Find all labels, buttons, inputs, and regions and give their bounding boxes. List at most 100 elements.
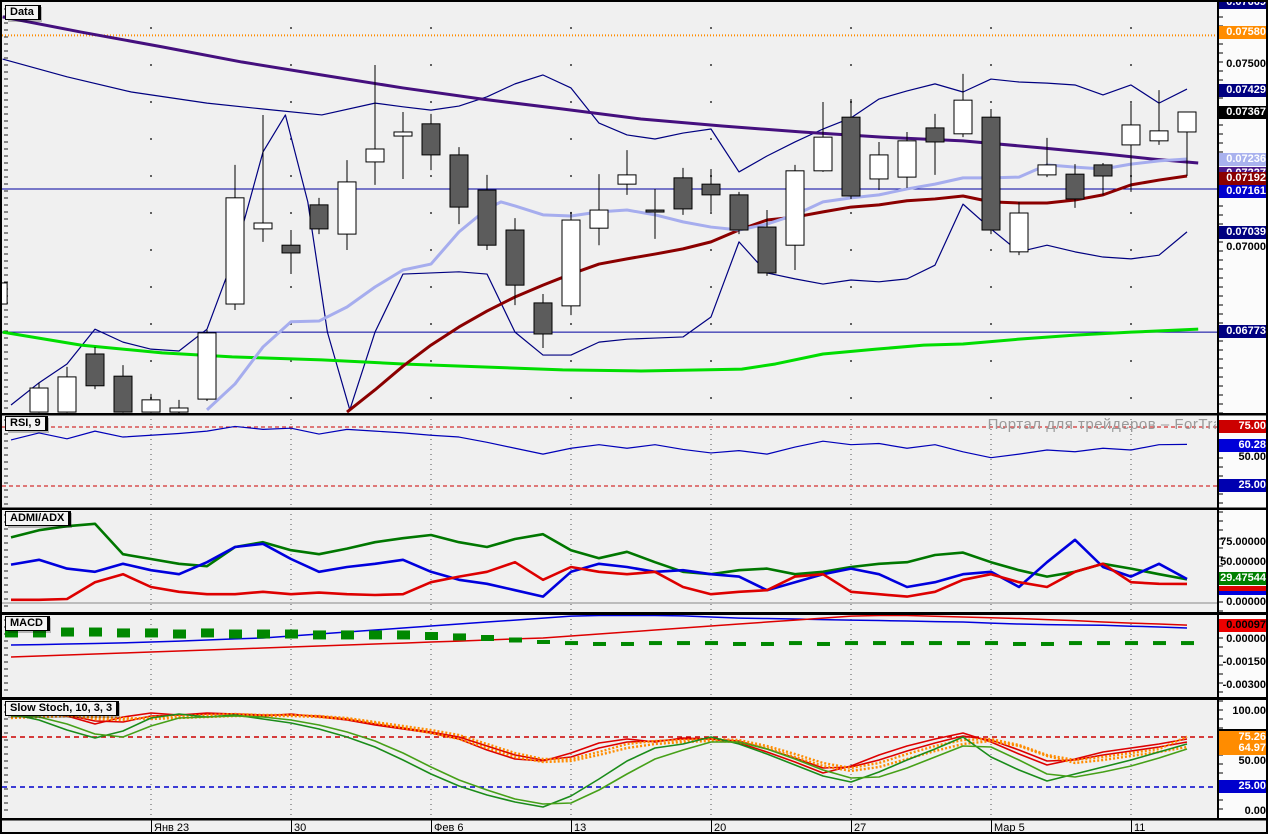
candle xyxy=(169,399,189,413)
panel-title-rsi[interactable]: RSI, 9 xyxy=(5,416,46,431)
axis-label: 100.00 xyxy=(1232,705,1266,717)
panel-title-adx[interactable]: ADMI/ADX xyxy=(5,511,70,526)
axis-label: 0.07500 xyxy=(1226,58,1266,70)
axis-label: 0.00000 xyxy=(1226,633,1266,645)
axis-label: 0.06773 xyxy=(1219,325,1266,338)
candle xyxy=(1149,90,1169,145)
panel-title-stoch[interactable]: Slow Stoch, 10, 3, 3 xyxy=(5,701,118,716)
candle xyxy=(841,99,861,199)
candle xyxy=(1037,137,1057,178)
axis-label: 0.07161 xyxy=(1219,185,1266,198)
macd-panel xyxy=(4,615,1194,695)
time-label: Мар 5 xyxy=(994,822,1025,834)
candle xyxy=(505,218,525,306)
time-tick xyxy=(1131,820,1132,832)
candle xyxy=(1093,163,1113,195)
axis-label: 0.07580 xyxy=(1219,26,1266,39)
time-tick xyxy=(711,820,712,832)
candle xyxy=(57,366,77,413)
stoch-panel xyxy=(2,704,1217,816)
candle xyxy=(421,113,441,171)
candle xyxy=(813,102,833,172)
axis-label: 0.07227 xyxy=(1219,167,1266,173)
candle xyxy=(337,160,357,250)
candle xyxy=(365,65,385,185)
axis-label: 0.00000 xyxy=(1226,596,1266,608)
axis-label: -0.00150 xyxy=(1222,656,1266,668)
panel-title-macd[interactable]: MACD xyxy=(5,616,48,631)
axis-label: 0.07367 xyxy=(1219,106,1266,119)
axis-label xyxy=(1219,586,1266,591)
candle xyxy=(925,113,945,175)
candle xyxy=(2,282,8,305)
candle xyxy=(281,230,301,275)
candle xyxy=(393,111,413,179)
candle xyxy=(729,191,749,235)
candle xyxy=(1009,201,1029,256)
axis-label: 0.07192 xyxy=(1219,172,1266,185)
time-tick xyxy=(151,820,152,832)
axis-label: 29.47544 xyxy=(1219,572,1266,585)
candle xyxy=(533,294,553,349)
time-tick xyxy=(431,820,432,832)
axis-label: 75.00 xyxy=(1219,420,1266,433)
axis-label xyxy=(1219,729,1266,732)
axis-label: 60.28 xyxy=(1219,439,1266,452)
axis-label: -0.00300 xyxy=(1222,679,1266,691)
candle xyxy=(981,109,1001,235)
candle xyxy=(477,174,497,250)
time-label: 13 xyxy=(574,822,587,834)
time-label: 30 xyxy=(294,822,307,834)
time-label: 20 xyxy=(714,822,727,834)
time-tick xyxy=(991,820,992,832)
main-panel xyxy=(2,8,1217,413)
candle xyxy=(757,210,777,276)
panel-title-data[interactable]: Data xyxy=(5,5,39,20)
axis-label: 0.07039 xyxy=(1219,226,1266,239)
axis-label: 25.00 xyxy=(1219,479,1266,492)
candle xyxy=(449,147,469,225)
candle xyxy=(897,131,917,188)
axis-label xyxy=(1219,591,1266,595)
candle xyxy=(645,188,665,239)
candle xyxy=(309,197,329,235)
candle xyxy=(113,365,133,413)
axis-label: 0.07236 xyxy=(1219,153,1266,166)
time-label: 11 xyxy=(1134,822,1146,834)
axis-label: 75.26 xyxy=(1219,731,1266,744)
candle xyxy=(869,141,889,191)
time-tick xyxy=(571,820,572,832)
candle xyxy=(29,382,49,413)
axis-label: 0.00 xyxy=(1244,805,1266,817)
axis-label: 75.00000 xyxy=(1220,536,1266,548)
candle xyxy=(617,150,637,195)
time-label: Фев 6 xyxy=(434,822,464,834)
candle xyxy=(85,346,105,390)
candle xyxy=(197,329,217,401)
time-label: 27 xyxy=(854,822,867,834)
candle xyxy=(225,164,245,310)
candle xyxy=(1177,111,1197,176)
adx-panel xyxy=(2,514,1217,610)
candle xyxy=(141,393,161,413)
candle xyxy=(1065,164,1085,208)
axis-label: 50.00 xyxy=(1238,755,1266,767)
candle xyxy=(561,211,581,316)
candle xyxy=(589,174,609,246)
candle xyxy=(253,114,273,242)
axis-label: 0.00097 xyxy=(1219,619,1266,632)
candle xyxy=(701,168,721,212)
candle xyxy=(673,167,693,215)
axis-label: 0.07000 xyxy=(1226,241,1266,253)
candle xyxy=(953,73,973,138)
time-tick xyxy=(291,820,292,832)
axis-label: 50.00000 xyxy=(1220,556,1266,568)
time-label: Янв 23 xyxy=(154,822,190,834)
axis-label: 50.00 xyxy=(1238,451,1266,463)
rsi-panel xyxy=(2,419,1217,505)
axis-label: 25.00 xyxy=(1219,780,1266,793)
axis-label: 0.07669 xyxy=(1219,2,1266,9)
axis-label: 64.97 xyxy=(1219,742,1266,755)
